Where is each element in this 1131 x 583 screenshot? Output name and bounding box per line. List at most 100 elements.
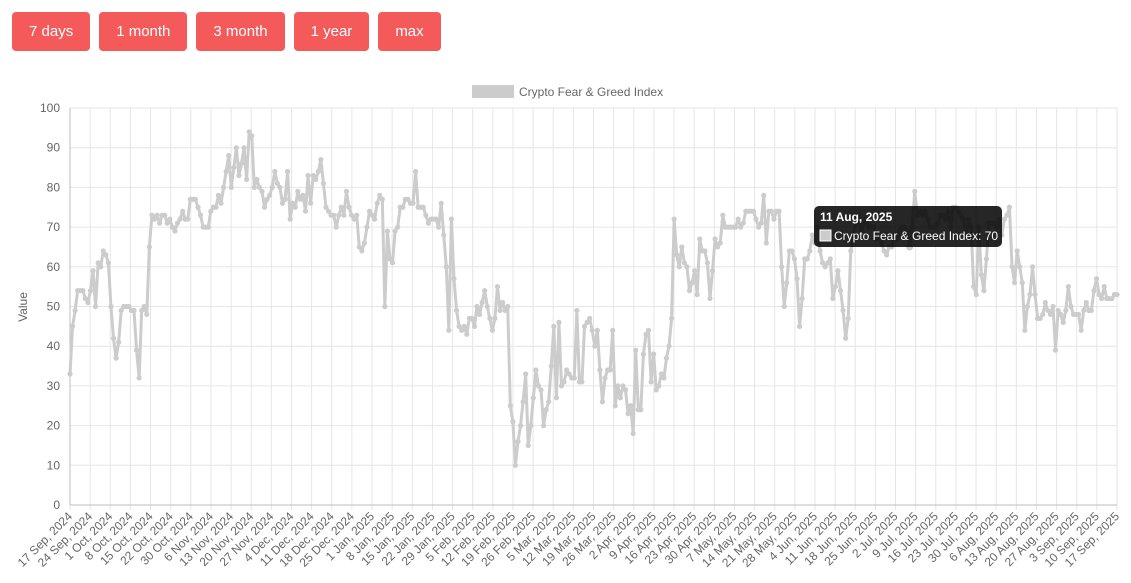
data-point[interactable]	[1006, 204, 1013, 210]
data-point[interactable]	[689, 280, 695, 286]
data-point[interactable]	[177, 216, 183, 222]
data-point[interactable]	[558, 383, 565, 389]
data-point[interactable]	[1063, 307, 1069, 314]
data-point[interactable]	[395, 224, 401, 230]
data-point[interactable]	[676, 264, 682, 270]
data-point[interactable]	[843, 335, 849, 341]
data-point[interactable]	[645, 327, 652, 333]
data-point[interactable]	[594, 327, 600, 333]
data-point[interactable]	[628, 403, 634, 409]
data-point[interactable]	[246, 129, 252, 135]
data-point[interactable]	[617, 395, 623, 401]
data-point[interactable]	[589, 327, 595, 333]
data-point[interactable]	[180, 208, 186, 214]
data-point[interactable]	[451, 276, 457, 282]
data-point[interactable]	[781, 303, 787, 310]
data-point[interactable]	[663, 355, 670, 361]
data-point[interactable]	[535, 383, 542, 389]
data-point[interactable]	[500, 299, 506, 306]
data-point[interactable]	[103, 252, 109, 258]
data-point[interactable]	[400, 204, 406, 210]
data-point[interactable]	[776, 208, 782, 214]
data-point[interactable]	[643, 331, 649, 337]
data-point[interactable]	[318, 157, 324, 163]
data-point[interactable]	[469, 315, 475, 322]
data-point[interactable]	[308, 200, 314, 206]
data-point[interactable]	[520, 399, 526, 405]
data-point[interactable]	[761, 192, 767, 198]
data-point[interactable]	[433, 216, 439, 222]
data-point[interactable]	[205, 224, 211, 230]
data-point[interactable]	[295, 188, 301, 194]
data-point[interactable]	[108, 303, 114, 310]
data-point[interactable]	[259, 188, 265, 194]
data-point[interactable]	[356, 244, 362, 250]
data-point[interactable]	[732, 224, 739, 230]
data-point[interactable]	[1022, 327, 1028, 333]
data-point[interactable]	[845, 315, 851, 322]
data-point[interactable]	[366, 208, 373, 214]
data-point[interactable]	[502, 307, 508, 314]
data-point[interactable]	[251, 184, 257, 190]
data-point[interactable]	[448, 216, 455, 222]
data-point[interactable]	[715, 244, 721, 250]
data-point[interactable]	[704, 260, 711, 266]
data-point[interactable]	[1009, 264, 1015, 270]
data-point[interactable]	[197, 212, 204, 218]
data-point[interactable]	[384, 228, 391, 234]
data-point[interactable]	[791, 256, 798, 262]
data-point[interactable]	[768, 208, 775, 214]
data-point[interactable]	[581, 323, 588, 329]
data-point[interactable]	[82, 295, 88, 302]
data-point[interactable]	[313, 176, 319, 183]
data-point[interactable]	[492, 315, 498, 322]
data-point[interactable]	[779, 264, 785, 270]
data-point[interactable]	[607, 367, 613, 373]
data-point[interactable]	[809, 232, 815, 238]
data-point[interactable]	[825, 260, 831, 266]
data-point[interactable]	[620, 383, 626, 389]
data-point[interactable]	[1042, 299, 1048, 306]
data-point[interactable]	[369, 212, 375, 218]
data-point[interactable]	[612, 403, 618, 409]
data-point[interactable]	[1032, 291, 1038, 298]
data-point[interactable]	[100, 248, 106, 254]
data-point[interactable]	[410, 200, 416, 206]
data-point[interactable]	[1065, 284, 1071, 290]
data-point[interactable]	[126, 303, 132, 310]
data-point[interactable]	[80, 288, 86, 294]
data-point[interactable]	[333, 224, 339, 230]
data-point[interactable]	[566, 371, 572, 377]
data-point[interactable]	[717, 240, 723, 246]
data-point[interactable]	[241, 145, 247, 151]
data-point[interactable]	[671, 216, 677, 222]
data-point[interactable]	[195, 204, 201, 210]
data-point[interactable]	[228, 184, 234, 190]
data-point[interactable]	[459, 327, 465, 333]
data-point[interactable]	[231, 164, 237, 171]
data-point[interactable]	[453, 307, 460, 314]
data-point[interactable]	[625, 411, 631, 417]
data-point[interactable]	[412, 168, 419, 175]
data-point[interactable]	[523, 371, 529, 377]
data-point[interactable]	[1050, 303, 1056, 310]
data-point[interactable]	[392, 228, 398, 234]
data-point[interactable]	[848, 248, 854, 254]
data-point[interactable]	[479, 299, 485, 306]
data-point[interactable]	[658, 371, 664, 377]
data-point[interactable]	[579, 379, 585, 385]
data-point[interactable]	[374, 200, 380, 206]
data-point[interactable]	[249, 133, 255, 139]
data-point[interactable]	[697, 236, 703, 242]
data-point[interactable]	[648, 379, 654, 385]
data-point[interactable]	[1099, 295, 1105, 302]
data-point[interactable]	[1001, 216, 1007, 222]
data-point[interactable]	[546, 399, 552, 405]
data-point[interactable]	[164, 220, 170, 226]
data-point[interactable]	[574, 307, 580, 314]
range-button-3-month[interactable]: 3 month	[196, 12, 285, 51]
data-point[interactable]	[113, 355, 119, 361]
data-point[interactable]	[684, 264, 690, 270]
data-point[interactable]	[1076, 311, 1082, 318]
data-point[interactable]	[69, 323, 76, 329]
